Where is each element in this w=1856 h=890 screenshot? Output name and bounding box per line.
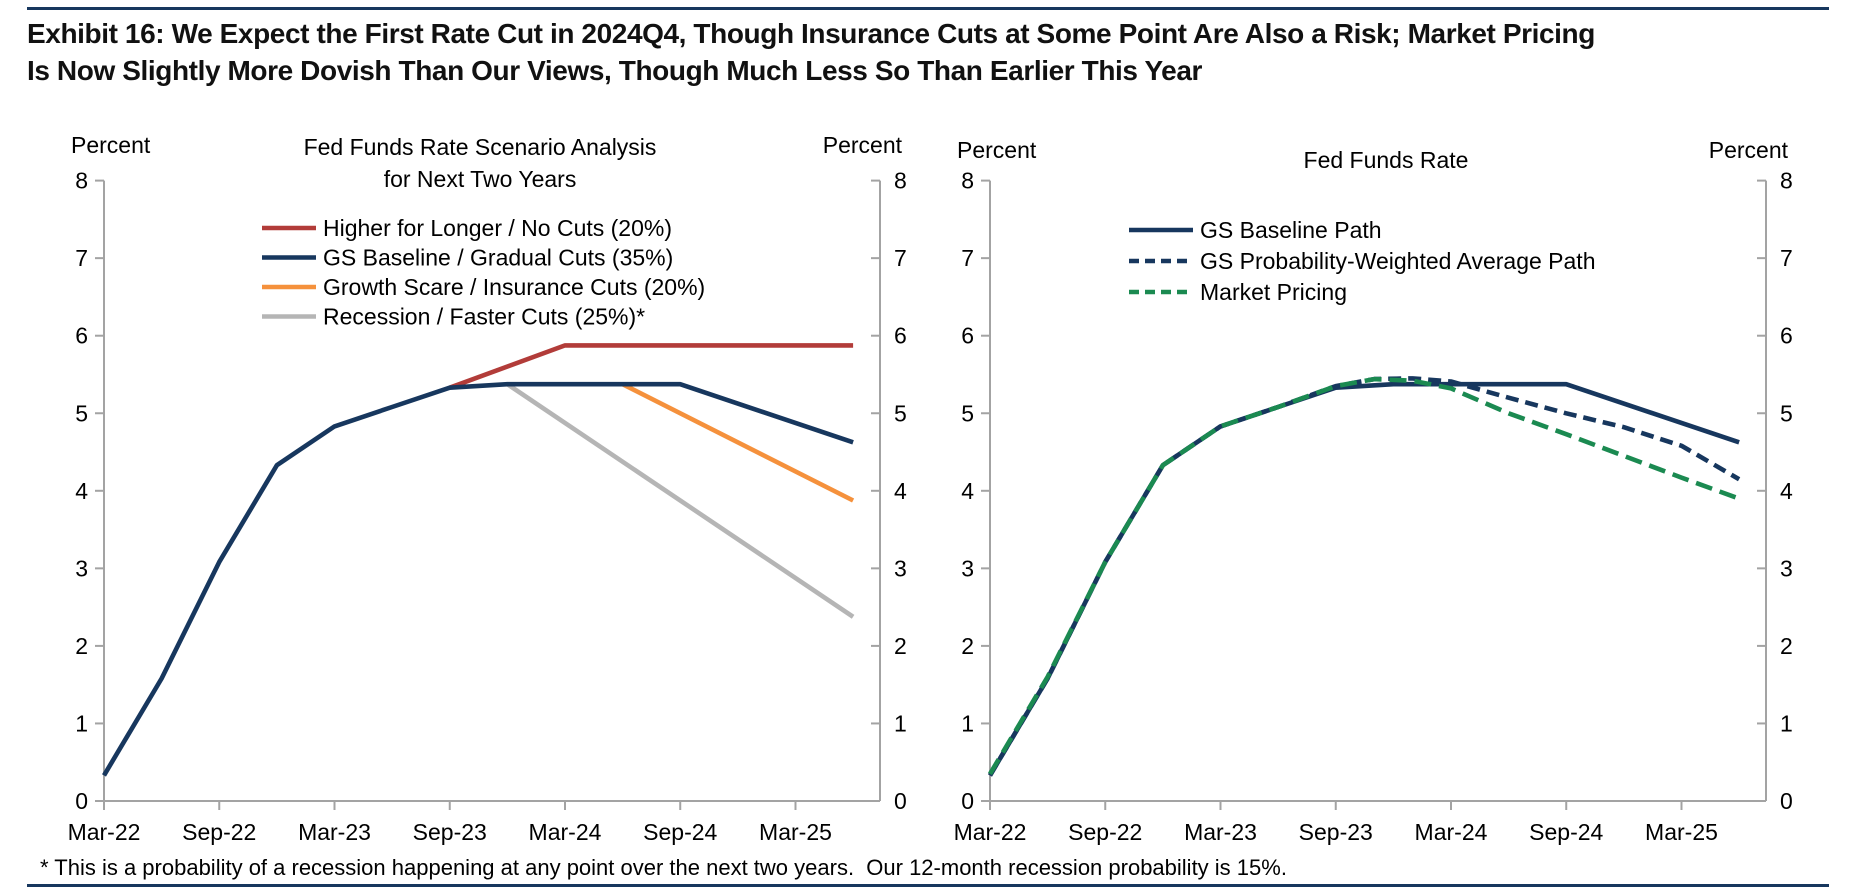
legend-item: Growth Scare / Insurance Cuts (20%) (262, 274, 705, 300)
x-tick-label: Mar-24 (1415, 819, 1488, 845)
y-tick-label-right: 7 (1780, 245, 1793, 271)
y-tick-label-left: 1 (75, 710, 88, 736)
legend-item: Higher for Longer / No Cuts (20%) (262, 215, 672, 241)
series-growth-scare-insurance-cuts-20 (621, 382, 855, 503)
y-tick-label-left: 7 (75, 245, 88, 271)
legend-label: Market Pricing (1200, 279, 1347, 305)
series-recession-faster-cuts-25 (506, 382, 855, 619)
x-tick-label: Mar-23 (1184, 819, 1257, 845)
y-axis-unit-label-left: Percent (957, 137, 1037, 163)
left-chart: 0 0 1 1 2 2 3 3 4 4 5 5 6 6 7 7 8 8 Mar-22 Sep-22 Mar-23 Sep-… (68, 132, 907, 845)
legend-label: GS Baseline / Gradual Cuts (35%) (323, 245, 673, 271)
footnote: * This is a probability of a recession h… (40, 855, 1287, 880)
y-tick-label-right: 5 (894, 400, 907, 426)
series-gs-baseline-path (988, 381, 1740, 777)
y-tick-label-right: 4 (894, 478, 907, 504)
y-tick-label-left: 7 (961, 245, 974, 271)
x-tick-label: Sep-22 (1068, 819, 1142, 845)
chart-title: for Next Two Years (384, 166, 577, 192)
legend-label: GS Baseline Path (1200, 217, 1382, 243)
y-tick-label-right: 6 (1780, 323, 1793, 349)
x-tick-label: Mar-22 (954, 819, 1027, 845)
bottom-rule (27, 884, 1829, 887)
y-tick-label-left: 0 (75, 788, 88, 814)
y-tick-label-left: 4 (75, 478, 88, 504)
series-gs-probability-weighted-average-path (988, 376, 1741, 777)
series-higher-for-longer-no-cuts-20 (448, 343, 854, 390)
y-tick-label-left: 3 (961, 555, 974, 581)
x-tick-label: Mar-23 (298, 819, 371, 845)
legend-label: GS Probability-Weighted Average Path (1200, 248, 1596, 274)
y-tick-label-right: 5 (1780, 400, 1793, 426)
x-tick-label: Mar-25 (1645, 819, 1718, 845)
y-tick-label-left: 2 (75, 633, 88, 659)
series-market-pricing (988, 376, 1740, 776)
series-gs-baseline-gradual-cuts-35 (102, 381, 854, 777)
y-tick-label-left: 4 (961, 478, 974, 504)
y-tick-label-left: 5 (75, 400, 88, 426)
y-tick-label-left: 5 (961, 400, 974, 426)
chart-title: Fed Funds Rate Scenario Analysis (304, 134, 657, 160)
y-tick-label-right: 6 (894, 323, 907, 349)
legend-item: GS Baseline / Gradual Cuts (35%) (262, 245, 673, 271)
y-tick-label-right: 8 (894, 168, 907, 194)
y-tick-label-right: 3 (894, 555, 907, 581)
x-tick-label: Mar-24 (529, 819, 602, 845)
legend-item: GS Probability-Weighted Average Path (1129, 248, 1596, 274)
y-tick-label-right: 0 (1780, 788, 1793, 814)
y-tick-label-right: 0 (894, 788, 907, 814)
exhibit-title: Exhibit 16: We Expect the First Rate Cut… (27, 18, 1595, 86)
x-tick-label: Sep-24 (643, 819, 717, 845)
y-tick-label-left: 2 (961, 633, 974, 659)
y-axis-unit-label-right: Percent (1709, 137, 1789, 163)
y-tick-label-right: 2 (894, 633, 907, 659)
chart-title: Fed Funds Rate (1304, 147, 1469, 173)
y-tick-label-left: 3 (75, 555, 88, 581)
y-tick-label-left: 1 (961, 710, 974, 736)
y-tick-label-left: 8 (75, 168, 88, 194)
y-tick-label-left: 6 (961, 323, 974, 349)
legend-label: Higher for Longer / No Cuts (20%) (323, 215, 672, 241)
y-axis-unit-label-right: Percent (823, 132, 903, 158)
right-chart: 0 0 1 1 2 2 3 3 4 4 5 5 6 6 7 7 8 8 Mar-22 Sep-22 Mar-23 Sep-… (954, 137, 1793, 845)
x-tick-label: Sep-23 (1299, 819, 1373, 845)
legend-item: GS Baseline Path (1129, 217, 1382, 243)
y-tick-label-left: 8 (961, 168, 974, 194)
y-tick-label-right: 7 (894, 245, 907, 271)
y-tick-label-right: 8 (1780, 168, 1793, 194)
x-tick-label: Sep-24 (1529, 819, 1603, 845)
legend-item: Recession / Faster Cuts (25%)* (262, 304, 645, 330)
y-tick-label-right: 4 (1780, 478, 1793, 504)
y-tick-label-right: 1 (1780, 710, 1793, 736)
x-tick-label: Sep-22 (182, 819, 256, 845)
y-tick-label-right: 3 (1780, 555, 1793, 581)
legend-item: Market Pricing (1129, 279, 1347, 305)
x-tick-label: Mar-25 (759, 819, 832, 845)
y-tick-label-right: 1 (894, 710, 907, 736)
legend-label: Growth Scare / Insurance Cuts (20%) (323, 274, 705, 300)
y-tick-label-right: 2 (1780, 633, 1793, 659)
top-rule (27, 7, 1829, 10)
y-axis-unit-label-left: Percent (71, 132, 151, 158)
x-tick-label: Sep-23 (413, 819, 487, 845)
y-tick-label-left: 6 (75, 323, 88, 349)
legend-label: Recession / Faster Cuts (25%)* (323, 304, 645, 330)
y-tick-label-left: 0 (961, 788, 974, 814)
x-tick-label: Mar-22 (68, 819, 141, 845)
